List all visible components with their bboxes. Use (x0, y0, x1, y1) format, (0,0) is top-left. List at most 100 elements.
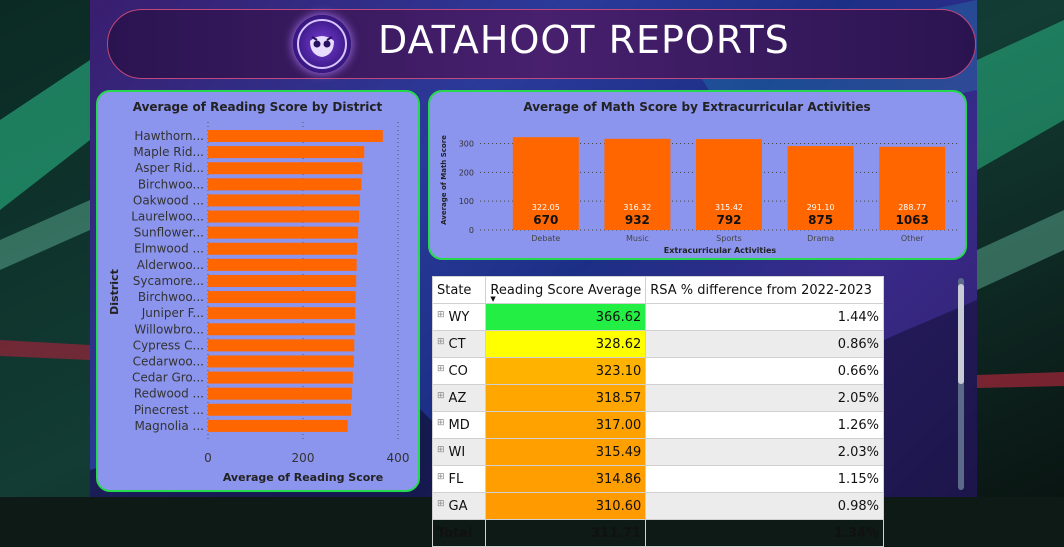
y-tick-label: 200 (459, 168, 474, 177)
district-tick-label: Sunflower... (134, 226, 204, 240)
table-row[interactable]: ⊞ CO 323.10 0.66% (431, 357, 884, 385)
table-total-row: Total 311.71 1.34% (431, 519, 884, 547)
state-cell: ⊞ WY (431, 303, 487, 331)
district-tick-label: Hawthorn... (134, 129, 204, 143)
math-bar[interactable] (696, 139, 762, 230)
reading-bar[interactable] (208, 403, 351, 416)
table-row[interactable]: ⊞ CT 328.62 0.86% (431, 330, 884, 358)
reading-bar[interactable] (208, 307, 356, 320)
total-diff: 1.34% (645, 519, 884, 547)
table-scrollbar[interactable] (958, 278, 964, 490)
reading-chart-title: Average of Reading Score by District (132, 100, 383, 114)
state-cell: ⊞ WI (431, 438, 487, 466)
reading-bar[interactable] (208, 162, 363, 175)
reading-bar[interactable] (208, 339, 355, 352)
rsa-diff-cell: 2.05% (645, 384, 884, 412)
reading-score-panel[interactable]: Average of Reading Score by District Haw… (96, 90, 420, 492)
expand-icon[interactable]: ⊞ (437, 309, 445, 320)
expand-icon[interactable]: ⊞ (437, 471, 445, 482)
y-tick-label: 0 (469, 226, 474, 235)
header-banner (107, 9, 976, 79)
state-label: CT (448, 336, 466, 352)
math-bar[interactable] (604, 138, 671, 230)
expand-icon[interactable]: ⊞ (437, 363, 445, 374)
expand-icon[interactable]: ⊞ (437, 417, 445, 428)
table-row[interactable]: ⊞ WI 315.49 2.03% (431, 438, 884, 466)
reading-bar[interactable] (208, 242, 358, 255)
state-cell: ⊞ FL (431, 465, 487, 493)
district-tick-label: Asper Rid... (135, 161, 204, 175)
x-axis-title: Extracurricular Activities (664, 246, 777, 255)
reading-bar-chart[interactable]: Hawthorn... Maple Rid... Asper Rid... Birch… (98, 92, 418, 490)
reading-bar[interactable] (208, 210, 360, 223)
reading-bar[interactable] (208, 178, 362, 191)
state-label: WI (448, 444, 466, 460)
header-state[interactable]: State (431, 276, 487, 304)
x-axis-title: Average of Reading Score (223, 471, 383, 484)
reading-bar[interactable] (208, 146, 365, 159)
header-rsa-difference[interactable]: RSA % difference from 2022-2023 (645, 276, 884, 304)
district-tick-label: Laurelwoo... (131, 210, 204, 224)
y-axis-title: District (108, 269, 121, 315)
state-cell: ⊞ AZ (431, 384, 487, 412)
owl-logo-icon (293, 15, 351, 73)
math-count-label: 932 (625, 213, 650, 227)
expand-icon[interactable]: ⊞ (437, 498, 445, 509)
district-tick-label: Cedar Gro... (132, 371, 204, 385)
reading-bar[interactable] (208, 355, 354, 368)
math-score-panel[interactable]: Average of Math Score by Extracurricular… (428, 90, 967, 260)
math-value-label: 315.42 (715, 203, 743, 212)
activity-tick-label: Drama (807, 234, 834, 243)
table-row[interactable]: ⊞ AZ 318.57 2.05% (431, 384, 884, 412)
math-value-label: 291.10 (807, 203, 835, 212)
math-count-label: 875 (808, 213, 833, 227)
reading-bar[interactable] (208, 387, 352, 400)
expand-icon[interactable]: ⊞ (437, 390, 445, 401)
reading-bar[interactable] (208, 194, 360, 207)
reading-avg-cell: 318.57 (485, 384, 647, 412)
state-reading-table[interactable]: State Reading Score Average ▼ RSA % diff… (431, 276, 884, 547)
math-count-label: 792 (716, 213, 741, 227)
reading-bar[interactable] (208, 371, 353, 384)
math-bar[interactable] (879, 146, 946, 230)
table-scrollbar-thumb[interactable] (958, 284, 964, 384)
reading-bar[interactable] (208, 323, 355, 336)
reading-bar[interactable] (208, 291, 356, 304)
rsa-diff-cell: 0.66% (645, 357, 884, 385)
state-cell: ⊞ MD (431, 411, 487, 439)
total-avg: 311.71 (485, 519, 647, 547)
reading-avg-cell: 328.62 (485, 330, 647, 358)
reading-bar[interactable] (208, 130, 383, 142)
district-tick-label: Juniper F... (141, 306, 204, 320)
reading-bar[interactable] (208, 419, 348, 432)
state-cell: ⊞ CO (431, 357, 487, 385)
reading-bar[interactable] (208, 258, 357, 271)
expand-icon[interactable]: ⊞ (437, 336, 445, 347)
rsa-diff-cell: 2.03% (645, 438, 884, 466)
math-value-label: 316.32 (623, 203, 651, 212)
sort-descending-icon[interactable]: ▼ (490, 295, 496, 303)
math-bar[interactable] (512, 137, 579, 230)
expand-icon[interactable]: ⊞ (437, 444, 445, 455)
x-tick-label: 400 (387, 451, 410, 465)
table-row[interactable]: ⊞ FL 314.86 1.15% (431, 465, 884, 493)
y-axis-title: Average of Math Score (440, 135, 448, 225)
district-tick-label: Birchwoo... (138, 177, 204, 191)
page-title: DATAHOOT REPORTS (378, 18, 790, 62)
state-label: AZ (448, 390, 467, 406)
district-tick-label: Maple Rid... (133, 145, 204, 159)
table-row[interactable]: ⊞ WY 366.62 1.44% (431, 303, 884, 331)
rsa-diff-cell: 1.26% (645, 411, 884, 439)
state-label: MD (448, 417, 470, 433)
table-row[interactable]: ⊞ MD 317.00 1.26% (431, 411, 884, 439)
x-tick-label: 200 (292, 451, 315, 465)
activity-tick-label: Other (901, 234, 924, 243)
reading-avg-cell: 317.00 (485, 411, 647, 439)
reading-bar[interactable] (208, 274, 357, 287)
reading-bar[interactable] (208, 226, 359, 239)
math-count-label: 670 (533, 213, 558, 227)
district-tick-label: Cedarwoo... (133, 354, 204, 368)
math-bar[interactable] (787, 146, 854, 230)
header-reading-score-average[interactable]: Reading Score Average ▼ (485, 276, 647, 304)
